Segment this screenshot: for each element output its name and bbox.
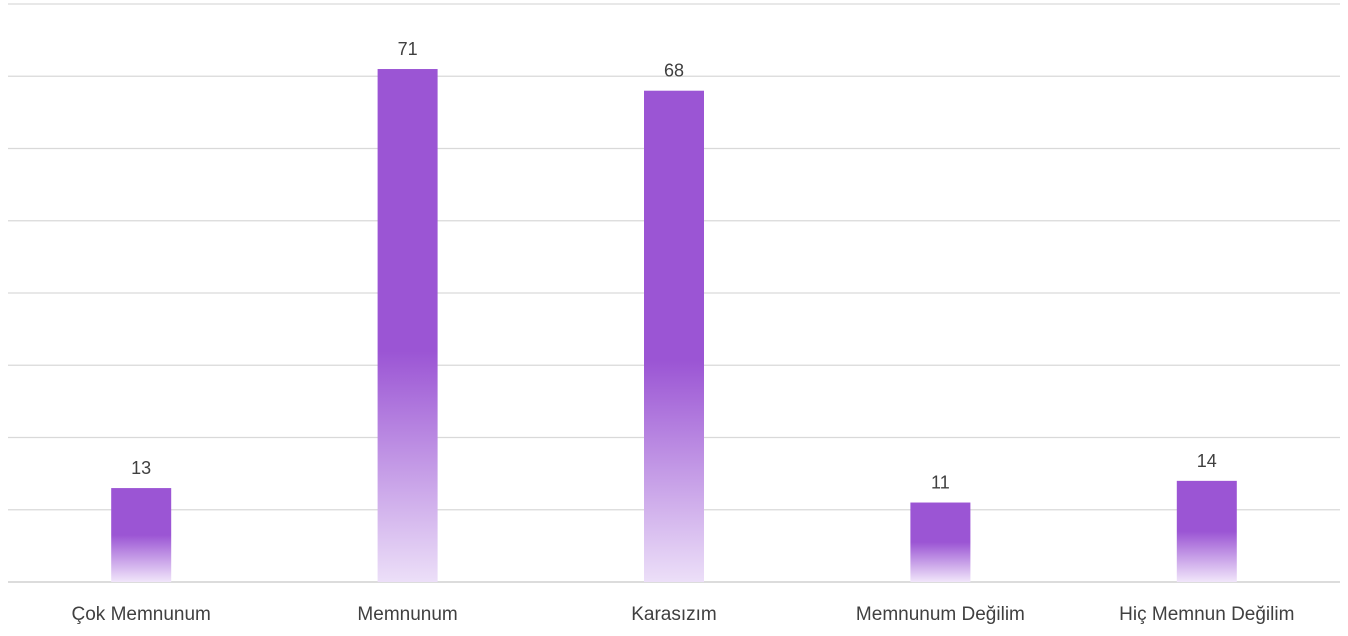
- bar-5: [1176, 480, 1237, 582]
- bar-2: [377, 69, 438, 582]
- bar-4: [910, 502, 971, 582]
- bars: [111, 69, 1237, 582]
- data-label-3: 68: [664, 61, 684, 81]
- bar-3: [644, 90, 704, 582]
- data-label-2: 71: [398, 39, 418, 59]
- x-tick-label-1: Çok Memnunum: [72, 604, 211, 625]
- data-label-1: 13: [131, 458, 151, 478]
- x-tick-label-4: Memnunum Değilim: [856, 604, 1025, 625]
- data-label-4: 11: [931, 473, 950, 493]
- x-tick-label-2: Memnunum: [357, 604, 457, 625]
- data-labels: 13 71 68 11 14: [131, 39, 1217, 493]
- x-axis-tick-labels: Çok Memnunum Memnunum Karasızım Memnunum De…: [72, 604, 1295, 625]
- x-tick-label-5: Hiç Memnun Değilim: [1119, 604, 1294, 625]
- bar-1: [111, 488, 172, 582]
- x-tick-label-3: Karasızım: [631, 604, 717, 625]
- data-label-5: 14: [1197, 451, 1217, 471]
